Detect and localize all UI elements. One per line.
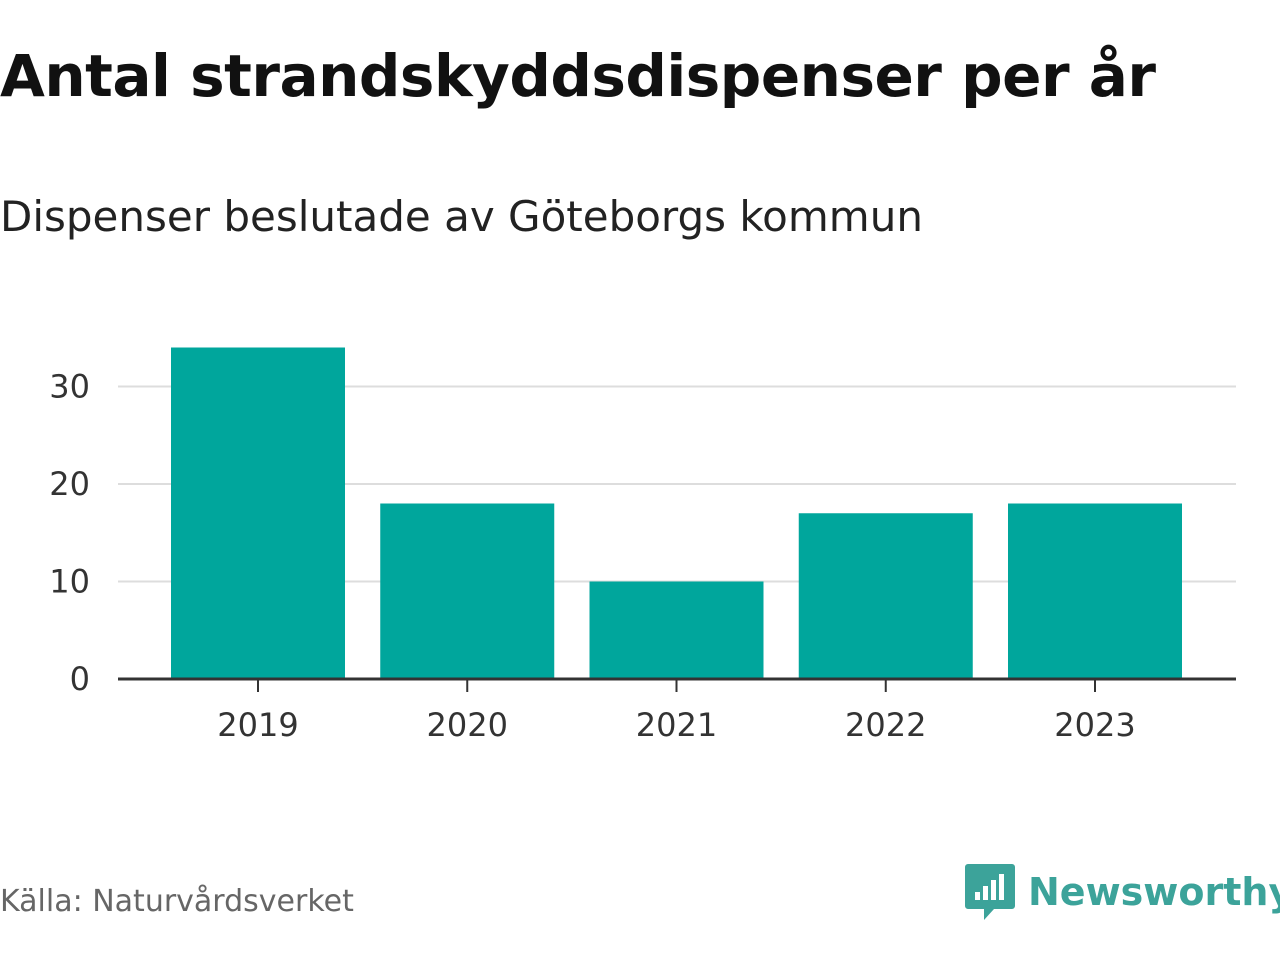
x-tick-label-2023: 2023 [1054,706,1135,744]
bar-2023 [1008,503,1182,679]
x-tick-label-2021: 2021 [636,706,717,744]
tick-labels: 0 10 20 30 2019 2020 2021 2022 2023 [49,368,1135,745]
bar-2022 [798,513,973,679]
brand-logo: Newsworthy [964,862,1280,922]
bar-2019 [171,347,345,679]
bars [171,347,1182,679]
y-tick-label-0: 0 [70,660,90,698]
chart-subtitle: Dispenser beslutade av Göteborgs kommun [0,192,923,241]
source-note: Källa: Naturvårdsverket [0,884,354,919]
chart-title: Antal strandskyddsdispenser per år [0,42,1156,110]
x-tick-label-2019: 2019 [217,706,298,744]
bar-2021 [589,581,764,679]
x-tick-label-2022: 2022 [845,706,926,744]
axes [118,677,1236,692]
y-tick-label-30: 30 [49,368,90,406]
y-tick-label-10: 10 [49,563,90,601]
bar-2020 [380,503,555,679]
x-tick-label-2020: 2020 [427,706,508,744]
brand-name: Newsworthy [1028,870,1280,914]
y-tick-label-20: 20 [49,465,90,503]
newsworthy-logo-icon [965,864,1015,920]
